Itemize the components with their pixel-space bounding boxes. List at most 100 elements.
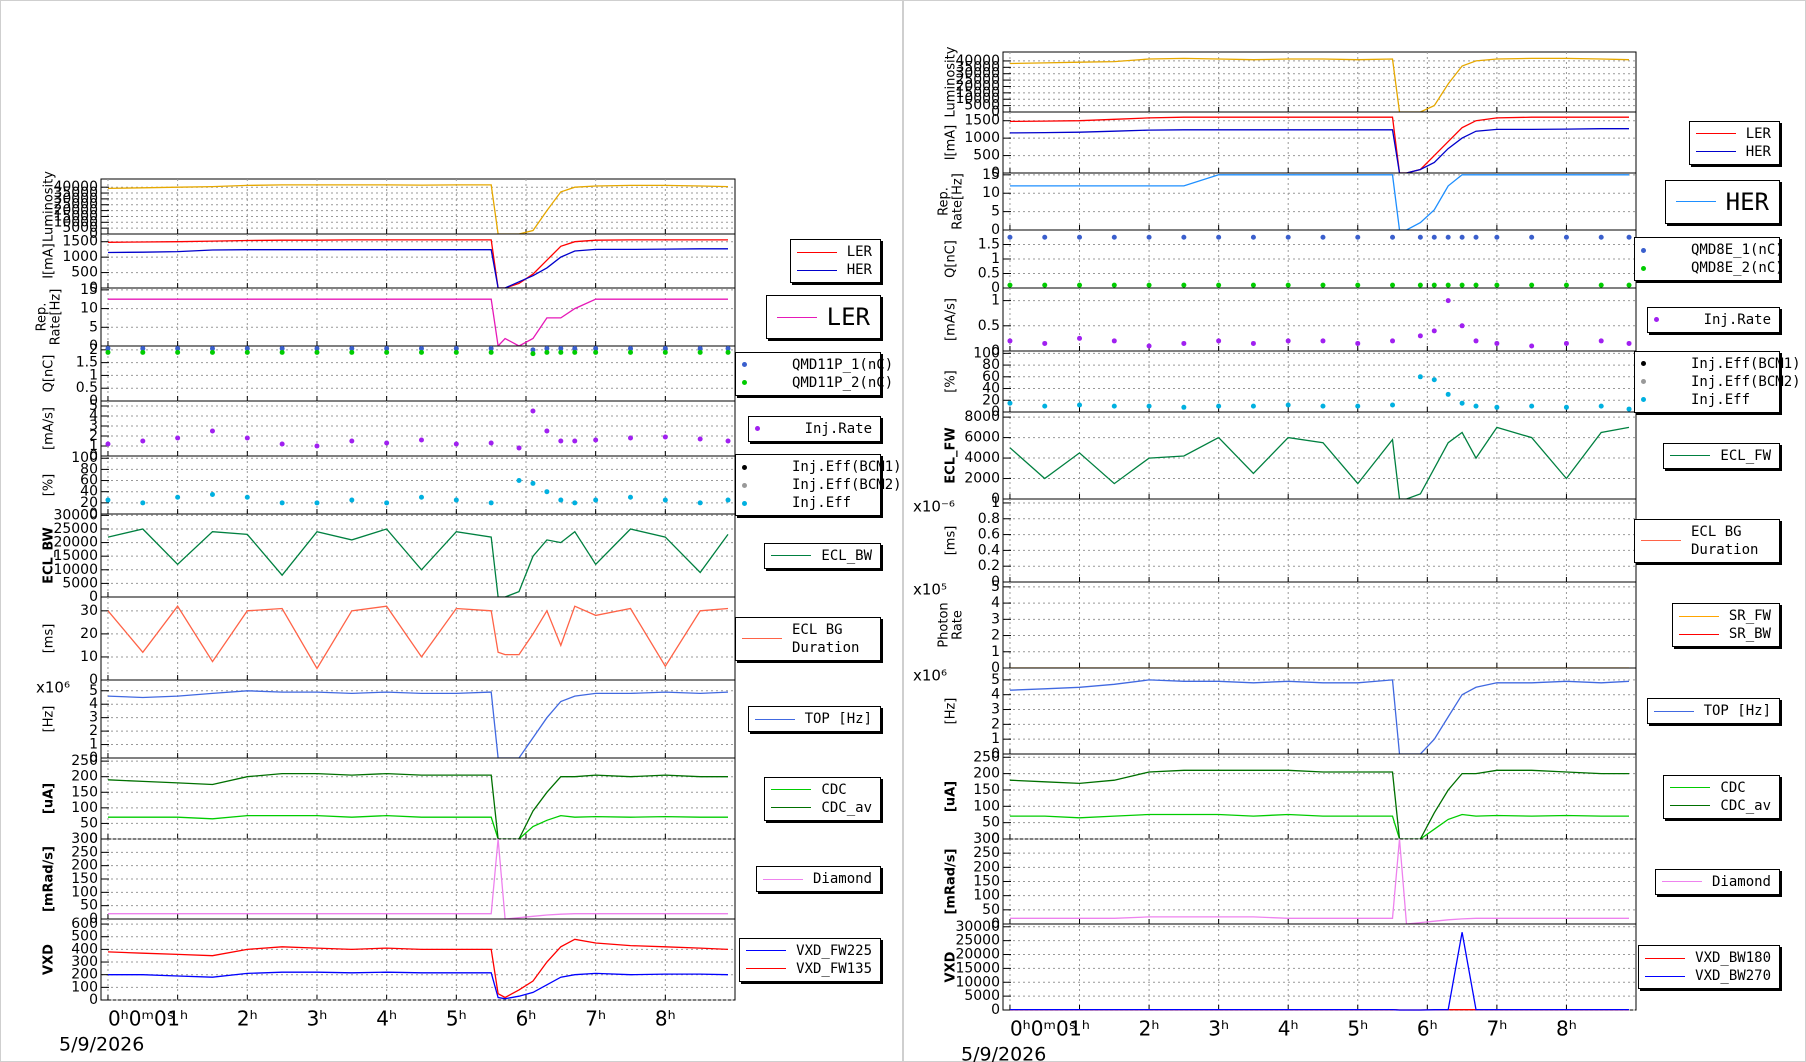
data-point xyxy=(488,500,494,506)
data-point xyxy=(349,349,355,355)
data-point xyxy=(544,489,550,495)
y-tick-label: 35000 xyxy=(955,59,1000,75)
y-tick-label: 35000 xyxy=(53,185,98,201)
y-tick-label: 40 xyxy=(982,381,1000,397)
legend-entry: ECL BG Duration xyxy=(1641,523,1771,559)
data-point xyxy=(1626,234,1632,240)
data-point xyxy=(314,500,320,506)
legend: QMD11P_1(nC) QMD11P_2(nC) xyxy=(735,351,894,396)
x-tick-label: 0ʰ0ᵐ0ˢ xyxy=(108,1007,174,1031)
y-tick-label: 0 xyxy=(89,393,98,409)
panel-frame xyxy=(100,596,736,681)
legend-label: QMD11P_2(nC) xyxy=(792,374,894,391)
data-point xyxy=(1459,234,1465,240)
y-tick-label: 30000 xyxy=(53,507,98,523)
data-point xyxy=(1417,282,1423,288)
y-tick-label: 1 xyxy=(991,644,1000,660)
y-axis-label: [ms] xyxy=(944,526,959,556)
legend-entry: SR_FW xyxy=(1678,607,1771,625)
y-tick-label: 4000 xyxy=(964,450,1000,466)
legend: Inj.Rate xyxy=(747,415,881,442)
data-point xyxy=(209,491,215,497)
y-tick-label: 20000 xyxy=(955,947,1000,963)
y-tick-label: 300 xyxy=(71,954,98,970)
y-tick-label: 1 xyxy=(89,737,98,753)
data-point xyxy=(244,349,250,355)
y-tick-label: 10 xyxy=(80,301,98,317)
y-axis-label: Rep. xyxy=(937,187,952,216)
y-tick-label: 25000 xyxy=(53,197,98,213)
y-tick-label: 0 xyxy=(991,831,1000,847)
legend: VXD_BW180 VXD_BW270 xyxy=(1638,945,1780,989)
legend-label: QMD8E_2(nC) xyxy=(1691,260,1784,276)
data-point xyxy=(627,346,633,352)
legend-swatch xyxy=(1678,615,1719,617)
data-point xyxy=(1216,282,1222,288)
data-point xyxy=(1431,377,1437,383)
series-line xyxy=(108,298,728,348)
legend-entry: SR_BW xyxy=(1678,625,1771,643)
series-line xyxy=(108,838,728,920)
y-tick-label: 0.5 xyxy=(978,266,1000,282)
x-tick-label: 6ʰ xyxy=(516,1007,537,1031)
data-point xyxy=(558,497,564,503)
data-point xyxy=(558,349,564,355)
data-point xyxy=(1216,338,1222,344)
series-line xyxy=(1009,57,1630,113)
data-point xyxy=(1563,404,1569,410)
y-tick-label: 10000 xyxy=(53,562,98,578)
legend-label: HER xyxy=(1745,143,1771,160)
data-point xyxy=(1390,402,1396,408)
y-tick-label: 100 xyxy=(71,450,98,466)
data-point xyxy=(1431,234,1437,240)
data-point xyxy=(572,349,578,355)
legend-swatch xyxy=(771,789,812,790)
panel-frame xyxy=(100,400,736,457)
x-tick-label: 2ʰ xyxy=(237,1007,258,1031)
data-point xyxy=(209,349,215,355)
y-tick-label: 4 xyxy=(991,595,1000,611)
legend-label: Inj.Rate xyxy=(1703,311,1771,328)
data-point xyxy=(1390,234,1396,240)
y-tick-label: 0 xyxy=(991,660,1000,676)
y-tick-label: 3 xyxy=(991,611,1000,627)
legend: Diamond xyxy=(755,866,881,892)
y-axis-label: [ms] xyxy=(42,624,57,654)
legend-swatch xyxy=(1645,975,1686,977)
y-tick-label: 20000 xyxy=(53,535,98,551)
legend-label: VXD_BW180 xyxy=(1695,950,1771,966)
data-point xyxy=(1563,234,1569,240)
data-point xyxy=(105,441,111,447)
panel-frame xyxy=(1002,581,1637,669)
data-point xyxy=(1285,282,1291,288)
data-point xyxy=(1459,400,1465,406)
data-point xyxy=(488,440,494,446)
y-tick-label: 0 xyxy=(991,746,1000,762)
panel-frame xyxy=(1002,287,1637,352)
y-tick-label: 300 xyxy=(71,831,98,847)
legend-entry: Diamond xyxy=(762,870,872,888)
x-tick-label: 8ʰ xyxy=(655,1007,676,1031)
legend-entry: CDC xyxy=(1670,779,1771,797)
panel-frame xyxy=(100,679,736,759)
y-axis-label: I[mA] xyxy=(42,243,57,279)
y-tick-label: 10 xyxy=(80,649,98,665)
data-point xyxy=(105,497,111,503)
data-point xyxy=(1216,234,1222,240)
legend-swatch xyxy=(1675,201,1716,202)
legend-entry: VXD_FW225 xyxy=(746,942,872,960)
data-point xyxy=(1355,403,1361,409)
y-tick-label: 20 xyxy=(982,392,1000,408)
data-point xyxy=(1111,234,1117,240)
legend-label: VXD_FW135 xyxy=(796,960,872,977)
data-point xyxy=(1181,340,1187,346)
y-tick-label: 4 xyxy=(991,687,1000,703)
y-axis-label: Luminosity xyxy=(944,46,959,117)
legend: ECL_BW xyxy=(764,542,881,569)
y-tick-label: 500 xyxy=(71,929,98,945)
y-tick-label: 100 xyxy=(71,979,98,995)
y-axis-label: [Hz] xyxy=(944,698,959,725)
y-axis-label: Q[nC] xyxy=(944,240,959,278)
legend-label: ECL_FW xyxy=(1720,447,1771,464)
legend: Inj.Rate xyxy=(1646,306,1780,333)
